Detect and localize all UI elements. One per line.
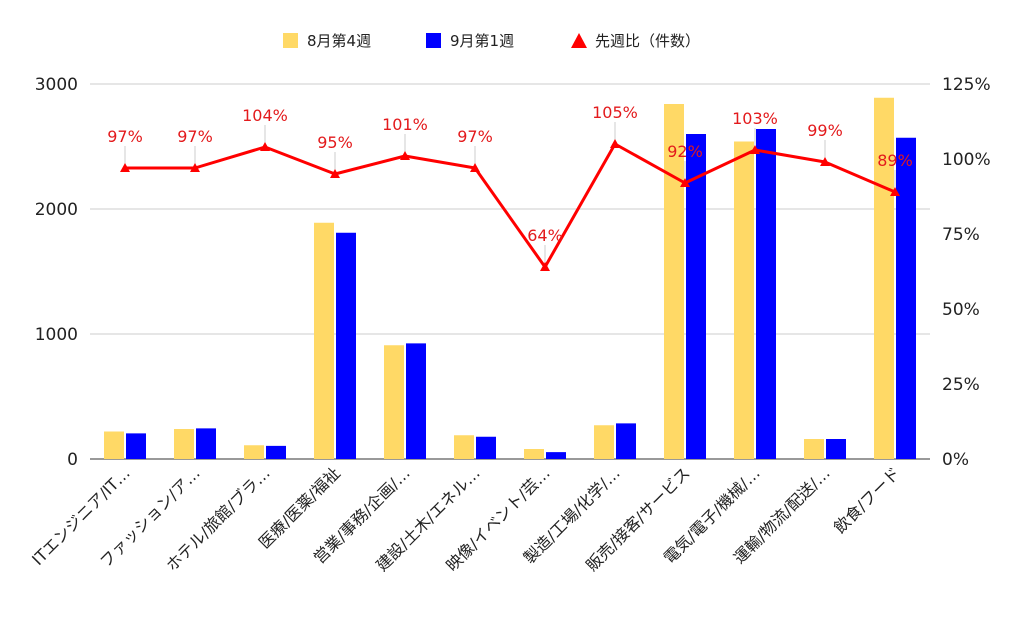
ratio-data-label: 103%: [732, 109, 778, 128]
ratio-data-label: 64%: [527, 226, 563, 245]
left-axis-tick-label: 3000: [35, 75, 78, 95]
bar-aug-week4: [734, 141, 754, 459]
ratio-marker: [260, 142, 270, 151]
right-axis-tick-label: 125%: [942, 75, 991, 95]
ratio-data-label: 95%: [317, 133, 353, 152]
ratio-marker: [400, 151, 410, 160]
bar-sep-week1: [196, 428, 216, 459]
left-axis-tick-label: 2000: [35, 200, 78, 220]
bar-aug-week4: [244, 445, 264, 459]
bars: [104, 97, 916, 459]
bar-aug-week4: [174, 429, 194, 459]
right-axis-tick-label: 0%: [942, 450, 969, 470]
right-axis-tick-label: 75%: [942, 225, 980, 245]
legend-swatch: [283, 33, 298, 48]
ratio-marker: [120, 163, 130, 172]
ratio-marker: [470, 163, 480, 172]
bar-aug-week4: [454, 435, 474, 459]
bar-sep-week1: [546, 452, 566, 459]
ratio-data-label: 97%: [107, 127, 143, 146]
ratio-marker: [190, 163, 200, 172]
ratio-data-label: 97%: [457, 127, 493, 146]
ratio-marker: [540, 262, 550, 271]
right-axis-tick-label: 25%: [942, 375, 980, 395]
ratio-data-label: 105%: [592, 103, 638, 122]
right-axis-tick-label: 100%: [942, 150, 991, 170]
ratio-marker: [680, 178, 690, 187]
bar-sep-week1: [476, 436, 496, 459]
bar-aug-week4: [594, 425, 614, 459]
category-label: 飲食/フード: [830, 463, 904, 537]
left-axis-tick-label: 0: [67, 450, 78, 470]
ratio-data-label: 99%: [807, 121, 843, 140]
right-axis: 0% 25% 50% 75% 100% 125%: [942, 75, 991, 470]
bar-sep-week1: [336, 232, 356, 459]
ratio-data-label: 101%: [382, 115, 428, 134]
bar-sep-week1: [266, 445, 286, 459]
ratio-data-label: 97%: [177, 127, 213, 146]
bar-aug-week4: [524, 449, 544, 459]
legend: 8月第4週 9月第1週 先週比（件数）: [283, 32, 700, 50]
ratio-line-path: [125, 142, 896, 269]
bar-aug-week4: [104, 431, 124, 459]
bar-sep-week1: [896, 137, 916, 459]
legend-label: 9月第1週: [450, 32, 514, 50]
bar-aug-week4: [664, 104, 684, 459]
ratio-data-label: 104%: [242, 106, 288, 125]
bar-aug-week4: [314, 222, 334, 459]
bar-sep-week1: [616, 423, 636, 459]
bar-sep-week1: [686, 134, 706, 459]
right-axis-tick-label: 50%: [942, 300, 980, 320]
bar-sep-week1: [826, 439, 846, 459]
left-axis: 0 1000 2000 3000: [35, 75, 78, 470]
ratio-marker: [330, 169, 340, 178]
bar-sep-week1: [756, 129, 776, 459]
bar-sep-week1: [126, 433, 146, 459]
ratio-marker: [890, 187, 900, 196]
legend-marker: [571, 33, 587, 48]
legend-label: 先週比（件数）: [595, 32, 700, 50]
left-axis-tick-label: 1000: [35, 325, 78, 345]
ratio-data-label: 92%: [667, 142, 703, 161]
ratio-line: 97% 97% 104% 95% 101% 97% 64% 105% 92% 103% 99% 89%: [107, 103, 913, 271]
bar-aug-week4: [804, 439, 824, 459]
category-labels: ITエンジニア/IT…ファッション/ア…ホテル/旅館/ブラ…医療/医薬/福祉営業…: [28, 463, 904, 575]
ratio-marker: [820, 157, 830, 166]
ratio-marker: [750, 145, 760, 154]
ratio-marker: [610, 139, 620, 148]
bar-sep-week1: [406, 343, 426, 459]
bar-aug-week4: [384, 345, 404, 459]
ratio-data-label: 89%: [877, 151, 913, 170]
legend-label: 8月第4週: [307, 32, 371, 50]
gridlines: [90, 83, 930, 460]
legend-swatch: [426, 33, 441, 48]
